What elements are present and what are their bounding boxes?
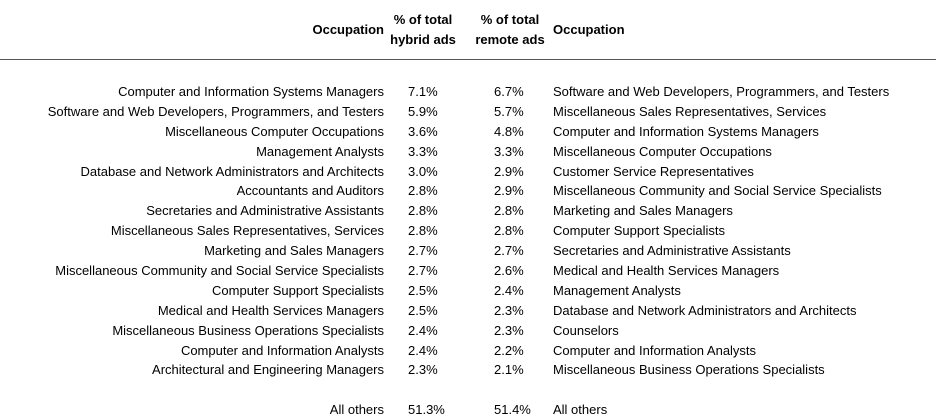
table-row: Computer and Information Analysts 2.4% 2… [0, 341, 936, 361]
remote-occupation-cell: All others [553, 402, 608, 417]
table-row: Secretaries and Administrative Assistant… [0, 201, 936, 221]
table-row: Architectural and Engineering Managers 2… [0, 360, 936, 380]
hybrid-occupation-cell: Computer and Information Systems Manager… [118, 84, 384, 99]
table-row: Marketing and Sales Managers 2.7% 2.7% S… [0, 241, 936, 261]
table-body: Computer and Information Systems Manager… [0, 82, 936, 417]
remote-pct-cell: 3.3% [494, 143, 524, 159]
header-remote-line1: % of total [480, 12, 540, 27]
table-row: Accountants and Auditors 2.8% 2.9% Misce… [0, 181, 936, 201]
table-row: Database and Network Administrators and … [0, 162, 936, 182]
header-hybrid-line2: hybrid ads [390, 32, 456, 47]
remote-occupation-cell: Computer and Information Systems Manager… [553, 123, 819, 139]
table-row: Miscellaneous Business Operations Specia… [0, 321, 936, 341]
table-row-all-others: All others 51.3% 51.4% All others [0, 400, 936, 420]
table-row: Computer and Information Systems Manager… [0, 82, 936, 102]
remote-pct-cell: 2.7% [494, 243, 524, 259]
table-header: Occupation % of total hybrid ads % of to… [0, 0, 936, 59]
header-divider [0, 59, 936, 60]
hybrid-occupation-cell: Computer Support Specialists [212, 282, 384, 298]
remote-pct-cell: 2.8% [494, 223, 524, 239]
header-hybrid-pct: % of total hybrid ads [388, 10, 458, 50]
hybrid-pct-cell: 3.0% [408, 163, 438, 179]
table-row: Miscellaneous Community and Social Servi… [0, 261, 936, 281]
remote-pct-cell: 2.4% [494, 282, 524, 298]
header-remote-line2: remote ads [475, 32, 545, 47]
table-row: Medical and Health Services Managers 2.5… [0, 301, 936, 321]
remote-occupation-cell: Medical and Health Services Managers [553, 263, 780, 279]
hybrid-pct-cell: 2.8% [408, 223, 438, 239]
header-hybrid-occupation: Occupation [312, 22, 384, 37]
hybrid-pct-cell: 2.4% [408, 322, 438, 338]
hybrid-occupation-cell: Architectural and Engineering Managers [152, 362, 384, 378]
hybrid-occupation-cell: Database and Network Administrators and … [80, 163, 384, 179]
hybrid-occupation-cell: Miscellaneous Sales Representatives, Ser… [110, 223, 384, 239]
remote-occupation-cell: Miscellaneous Computer Occupations [553, 143, 772, 159]
table-row: Miscellaneous Computer Occupations 3.6% … [0, 122, 936, 142]
remote-occupation-cell: Database and Network Administrators and … [553, 302, 857, 318]
table-row: Software and Web Developers, Programmers… [0, 102, 936, 122]
hybrid-pct-cell: 51.3% [408, 402, 445, 417]
hybrid-pct-cell: 2.5% [408, 282, 438, 298]
remote-pct-cell: 51.4% [494, 402, 531, 417]
remote-occupation-cell: Marketing and Sales Managers [553, 203, 733, 219]
remote-occupation-cell: Computer Support Specialists [553, 223, 725, 239]
remote-pct-cell: 5.7% [494, 103, 524, 119]
remote-occupation-cell: Miscellaneous Sales Representatives, Ser… [553, 103, 827, 119]
hybrid-occupation-cell: Miscellaneous Business Operations Specia… [112, 322, 384, 338]
remote-pct-cell: 2.3% [494, 322, 524, 338]
hybrid-occupation-cell: Marketing and Sales Managers [204, 243, 384, 259]
header-remote-pct: % of total remote ads [474, 10, 546, 50]
hybrid-occupation-cell: Secretaries and Administrative Assistant… [146, 203, 384, 219]
hybrid-occupation-cell: Accountants and Auditors [236, 183, 384, 199]
hybrid-pct-cell: 5.9% [408, 103, 438, 119]
hybrid-occupation-cell: Software and Web Developers, Programmers… [47, 103, 384, 119]
remote-occupation-cell: Miscellaneous Business Operations Specia… [553, 362, 825, 378]
hybrid-occupation-cell: Computer and Information Analysts [180, 342, 384, 358]
hybrid-occupation-cell: All others [329, 402, 384, 417]
remote-pct-cell: 4.8% [494, 123, 524, 139]
remote-pct-cell: 2.3% [494, 302, 524, 318]
remote-pct-cell: 2.2% [494, 342, 524, 358]
remote-pct-cell: 6.7% [494, 84, 524, 99]
hybrid-occupation-cell: Medical and Health Services Managers [157, 302, 384, 318]
hybrid-pct-cell: 2.5% [408, 302, 438, 318]
remote-occupation-cell: Miscellaneous Community and Social Servi… [553, 183, 882, 199]
remote-occupation-cell: Counselors [553, 322, 619, 338]
remote-occupation-cell: Management Analysts [553, 282, 681, 298]
table-row: Computer Support Specialists 2.5% 2.4% M… [0, 281, 936, 301]
hybrid-occupation-cell: Miscellaneous Community and Social Servi… [55, 263, 384, 279]
hybrid-pct-cell: 3.3% [408, 143, 438, 159]
remote-pct-cell: 2.8% [494, 203, 524, 219]
hybrid-pct-cell: 7.1% [408, 84, 438, 99]
hybrid-pct-cell: 2.8% [408, 183, 438, 199]
hybrid-occupation-cell: Management Analysts [256, 143, 384, 159]
table-row: Miscellaneous Sales Representatives, Ser… [0, 221, 936, 241]
remote-occupation-cell: Secretaries and Administrative Assistant… [553, 243, 791, 259]
remote-occupation-cell: Customer Service Representatives [553, 163, 754, 179]
table-row: Management Analysts 3.3% 3.3% Miscellane… [0, 142, 936, 162]
remote-pct-cell: 2.6% [494, 263, 524, 279]
hybrid-pct-cell: 2.7% [408, 263, 438, 279]
remote-pct-cell: 2.9% [494, 163, 524, 179]
hybrid-pct-cell: 2.3% [408, 362, 438, 378]
remote-pct-cell: 2.1% [494, 362, 524, 378]
hybrid-pct-cell: 3.6% [408, 123, 438, 139]
hybrid-pct-cell: 2.4% [408, 342, 438, 358]
remote-occupation-cell: Computer and Information Analysts [553, 342, 757, 358]
hybrid-occupation-cell: Miscellaneous Computer Occupations [165, 123, 384, 139]
hybrid-pct-cell: 2.8% [408, 203, 438, 219]
remote-pct-cell: 2.9% [494, 183, 524, 199]
header-remote-occupation: Occupation [553, 22, 625, 37]
remote-occupation-cell: Software and Web Developers, Programmers… [553, 84, 890, 99]
hybrid-pct-cell: 2.7% [408, 243, 438, 259]
header-hybrid-line1: % of total [393, 12, 453, 27]
